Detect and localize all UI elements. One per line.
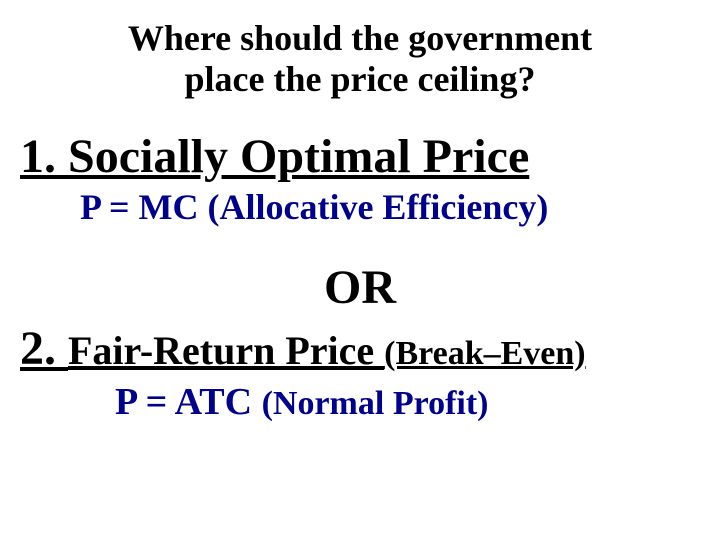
option-2-sub-main: P = ATC [115,381,262,423]
slide-title: Where should the government place the pr… [10,18,710,101]
option-2-subtext: P = ATC (Normal Profit) [115,380,710,424]
option-1-heading: 1. Socially Optimal Price [20,129,710,184]
option-2-number: 2. [20,322,68,375]
separator-or: OR [10,260,710,315]
option-2-sub-paren: (Normal Profit) [262,385,489,422]
option-2-heading: 2. Fair-Return Price (Break–Even) [20,323,710,376]
option-1-subtext: P = MC (Allocative Efficiency) [80,186,710,228]
option-2-main: Fair-Return Price [68,328,384,373]
title-line-1: Where should the government [128,18,592,58]
title-line-2: place the price ceiling? [185,59,536,99]
option-2-paren: (Break–Even) [384,335,585,372]
